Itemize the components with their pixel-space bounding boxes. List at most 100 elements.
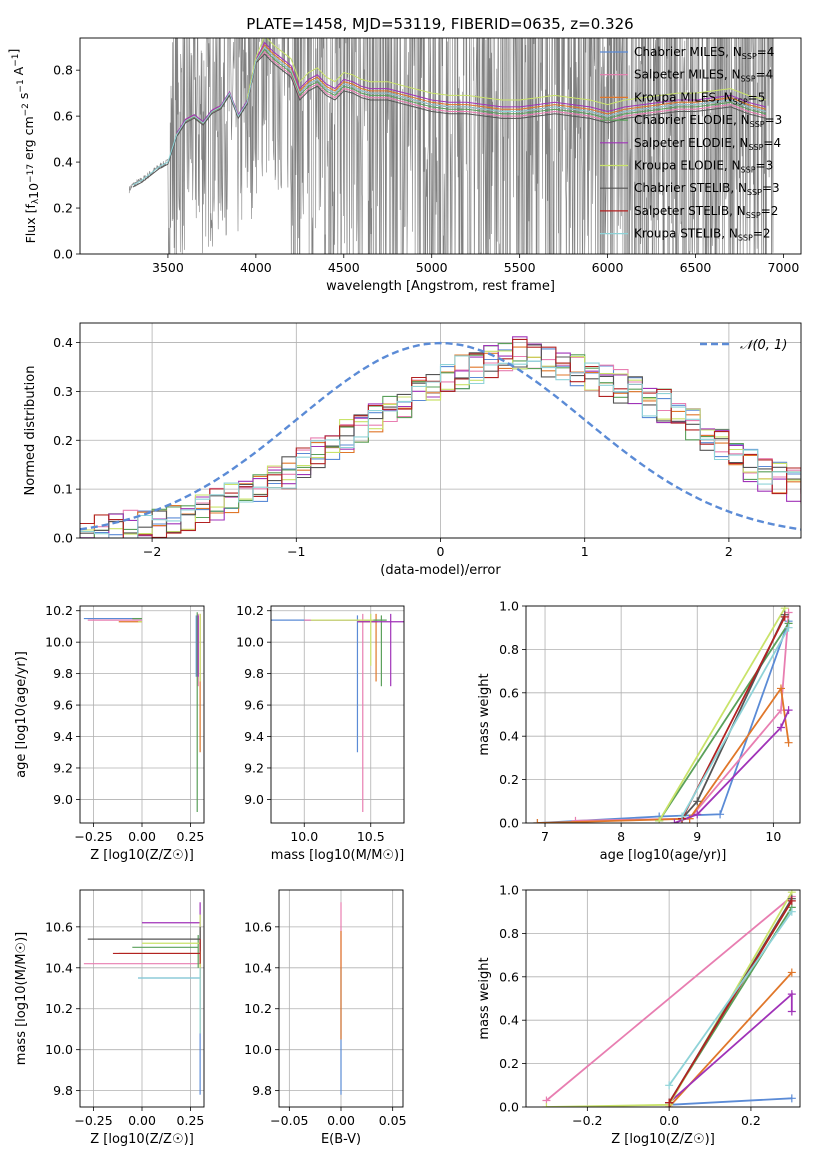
legend-sub: SSP — [738, 234, 753, 243]
label-part: A — [11, 66, 26, 79]
massweight_vs_age-plot-area — [533, 606, 793, 823]
mass-weight-line — [545, 895, 793, 1102]
label-part: s — [16, 93, 31, 104]
legend-name: Salpeter STELIB, N — [634, 204, 746, 218]
age_vs_Z-plot-area — [83, 612, 201, 812]
legend-count: =3 — [765, 113, 783, 127]
y-tick-label: 0.6 — [499, 969, 519, 984]
y-tick-label: 10.2 — [45, 1001, 73, 1016]
legend-sub: SSP — [741, 75, 756, 84]
legend-name: Chabrier ELODIE, N — [634, 113, 750, 127]
mass-weight-line — [658, 607, 786, 822]
x-tick-label: 4500 — [328, 260, 360, 275]
residuals-axes: −2 −1 0 1 2 0.0 0.1 0.2 0.3 0.4 (data-model)/error… — [23, 322, 802, 578]
spectrum-plot-area — [128, 38, 774, 254]
y-tick-label: 0.0 — [499, 1100, 519, 1115]
x-tick-label: 6000 — [592, 260, 624, 275]
mass-weight-line — [669, 1097, 792, 1106]
histogram-series — [80, 355, 801, 538]
spectrum-axes: 3500 4000 4500 5000 5500 6000 6500 7000 0.0 0.2 0.… — [6, 37, 802, 294]
histogram-series — [80, 346, 801, 538]
x-tick-label: 5000 — [416, 260, 448, 275]
mass-weight-marker — [780, 612, 789, 621]
label-part: erg cm — [21, 116, 36, 164]
x-tick-label: 0.25 — [177, 829, 205, 844]
x-tick-label: 1 — [581, 544, 589, 559]
spectrum-data-line — [128, 38, 774, 254]
legend-count: =2 — [761, 204, 779, 218]
y-tick-label: 0.0 — [53, 247, 73, 262]
x-axis-label: wavelength [Angstrom, rest frame] — [326, 279, 555, 294]
x-tick-label: 10.5 — [357, 829, 385, 844]
axes-frame — [79, 889, 205, 1108]
x-tick-label: 0.0 — [659, 1113, 679, 1128]
x-tick-label: −0.25 — [74, 1113, 112, 1128]
x-tick-label: 6500 — [680, 260, 712, 275]
y-tick-label: 0.0 — [499, 816, 519, 831]
legend-sub: SSP — [748, 143, 763, 152]
y-tick-label: 10.2 — [244, 1001, 272, 1016]
mass-weight-line — [658, 622, 790, 822]
y-tick-label: 9.0 — [53, 792, 73, 807]
mass-weight-marker — [784, 706, 793, 715]
x-tick-label: 5500 — [504, 260, 536, 275]
mass-weight-marker — [787, 896, 796, 905]
mass-weight-marker — [665, 1081, 674, 1090]
x-tick-label: 0.25 — [177, 1113, 205, 1128]
y-tick-label: 9.8 — [53, 666, 73, 681]
legend-label: 𝒩(0, 1) — [740, 338, 787, 353]
x-tick-label: 8 — [617, 829, 625, 844]
y-tick-label: 0.6 — [499, 685, 519, 700]
x-tick-label: 0.2 — [741, 1113, 761, 1128]
legend-name: Chabrier STELIB, N — [634, 181, 747, 195]
y-tick-label: 9.6 — [244, 698, 264, 713]
x-tick-label: 4000 — [240, 260, 272, 275]
y-tick-label: 0.4 — [499, 1013, 519, 1028]
label-part: −17 — [26, 164, 36, 183]
x-tick-label: 3500 — [152, 260, 184, 275]
x-tick-label: 0.00 — [128, 829, 156, 844]
mass-weight-line — [681, 627, 790, 817]
mass-weight-marker — [787, 990, 796, 999]
massweight_vs_Z-axes: −0.2 0.0 0.2 0.0 0.2 0.4 0.6 0.8 1.0 Z [log10(Z/Z… — [477, 883, 801, 1147]
y-tick-label: 9.4 — [244, 729, 264, 744]
axes-frame — [79, 37, 802, 255]
y-tick-label: 0.8 — [53, 63, 73, 78]
normal-curve — [80, 341, 801, 531]
y-tick-label: 10.2 — [236, 603, 264, 618]
y-tick-label: 9.8 — [252, 1083, 272, 1098]
label-part: −1 — [11, 54, 21, 67]
y-tick-label: 9.0 — [244, 792, 264, 807]
legend-label: Chabrier STELIB, NSSP=3 — [634, 181, 780, 197]
x-tick-label: 7 — [541, 829, 549, 844]
legend-name: Chabrier MILES, N — [634, 45, 742, 59]
label-part: ] — [6, 49, 21, 54]
mass-weight-marker — [776, 684, 785, 693]
label-part: λ — [31, 198, 41, 204]
legend-sub: SSP — [747, 188, 762, 197]
mass-weight-marker — [571, 816, 580, 823]
y-tick-label: 10.0 — [244, 1042, 272, 1057]
histogram-series — [80, 343, 801, 538]
legend-label: Chabrier ELODIE, NSSP=3 — [634, 113, 782, 129]
legend-name: Salpeter ELODIE, N — [634, 136, 748, 150]
x-tick-label: 10 — [765, 829, 781, 844]
x-tick-label: −0.25 — [74, 829, 112, 844]
axes-frame — [79, 322, 802, 539]
legend-name: Kroupa MILES, N — [634, 90, 733, 104]
x-axis-label: Z [log10(Z/Z☉)] — [611, 1132, 715, 1147]
x-axis-label: E(B-V) — [321, 1132, 361, 1147]
legend-sub: SSP — [742, 52, 757, 61]
mass_vs_Z-axes: −0.25 0.00 0.25 9.8 10.0 10.2 10.4 10.6 Z [log10… — [14, 889, 205, 1147]
mass-weight-marker — [716, 810, 725, 819]
spectrum-model-line — [246, 38, 766, 106]
y-tick-label: 10.6 — [45, 919, 73, 934]
mass-weight-marker — [693, 810, 702, 819]
mass-weight-marker — [693, 797, 702, 806]
x-tick-label: −0.05 — [270, 1113, 308, 1128]
legend-count: =3 — [756, 159, 774, 173]
legend-label: Salpeter ELODIE, NSSP=4 — [634, 136, 781, 152]
y-tick-label: 9.8 — [244, 666, 264, 681]
x-tick-label: 7000 — [768, 260, 800, 275]
axes-frame — [525, 889, 801, 1108]
